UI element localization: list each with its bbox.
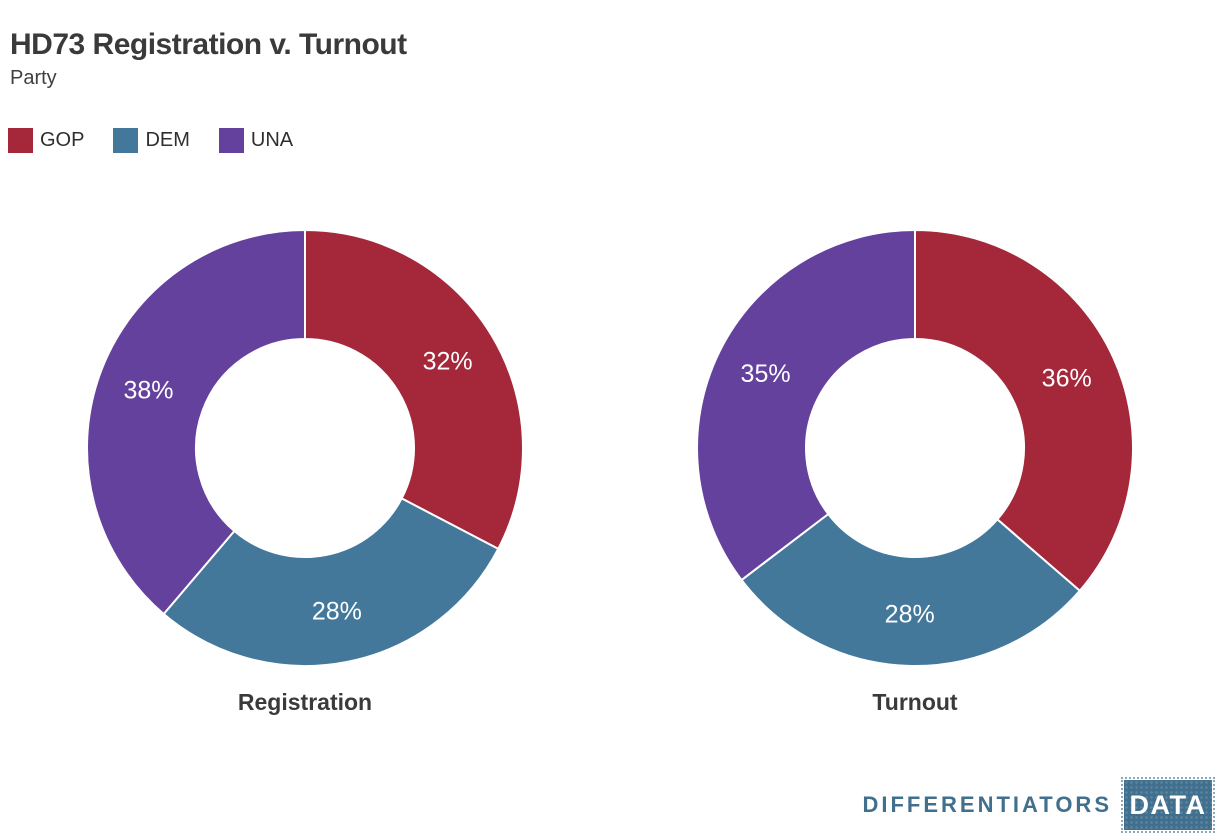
legend-item-gop: GOP — [8, 128, 84, 153]
donut-chart-turnout: 36% 28% 35% Turnout — [695, 228, 1135, 716]
page-title: HD73 Registration v. Turnout — [10, 28, 407, 62]
legend: GOP DEM UNA — [8, 128, 322, 153]
turnout-donut-svg: 36% 28% 35% — [696, 229, 1134, 667]
brand-wordmark: DIFFERENTIATORS — [862, 792, 1112, 817]
brand-data-badge: DATA — [1121, 777, 1215, 833]
donut-slice-gop — [304, 229, 524, 550]
donut-slice-gop — [914, 229, 1134, 592]
legend-label-dem: DEM — [145, 129, 190, 151]
dem-swatch-icon — [113, 128, 139, 153]
gop-swatch-icon — [8, 128, 33, 153]
donut-caption-turnout: Turnout — [872, 689, 958, 715]
slice-value-label-una: 35% — [741, 360, 791, 388]
donut-slice-dem — [740, 513, 1081, 667]
registration-donut-svg: 32% 28% 38% — [86, 229, 524, 667]
legend-item-una: UNA — [218, 128, 294, 153]
slice-value-label-gop: 36% — [1042, 365, 1092, 393]
legend-item-dem: DEM — [113, 128, 190, 153]
slice-value-label-dem: 28% — [312, 598, 362, 626]
donut-slice-dem — [162, 497, 500, 667]
slice-value-label-dem: 28% — [885, 601, 935, 629]
donut-slice-una — [86, 229, 306, 615]
donut-slice-una — [696, 229, 916, 582]
legend-label-una: UNA — [250, 129, 294, 151]
legend-label-gop: GOP — [40, 129, 85, 151]
una-swatch-icon — [218, 128, 244, 153]
chart-subtitle: Party — [10, 67, 57, 89]
donut-chart-registration: 32% 28% 38% Registration — [85, 228, 525, 716]
donut-caption-registration: Registration — [237, 689, 373, 715]
slice-value-label-gop: 32% — [423, 348, 473, 376]
differentiators-data-logo: DIFFERENTIATORS DATA — [862, 777, 1215, 833]
slice-value-label-una: 38% — [123, 376, 173, 404]
